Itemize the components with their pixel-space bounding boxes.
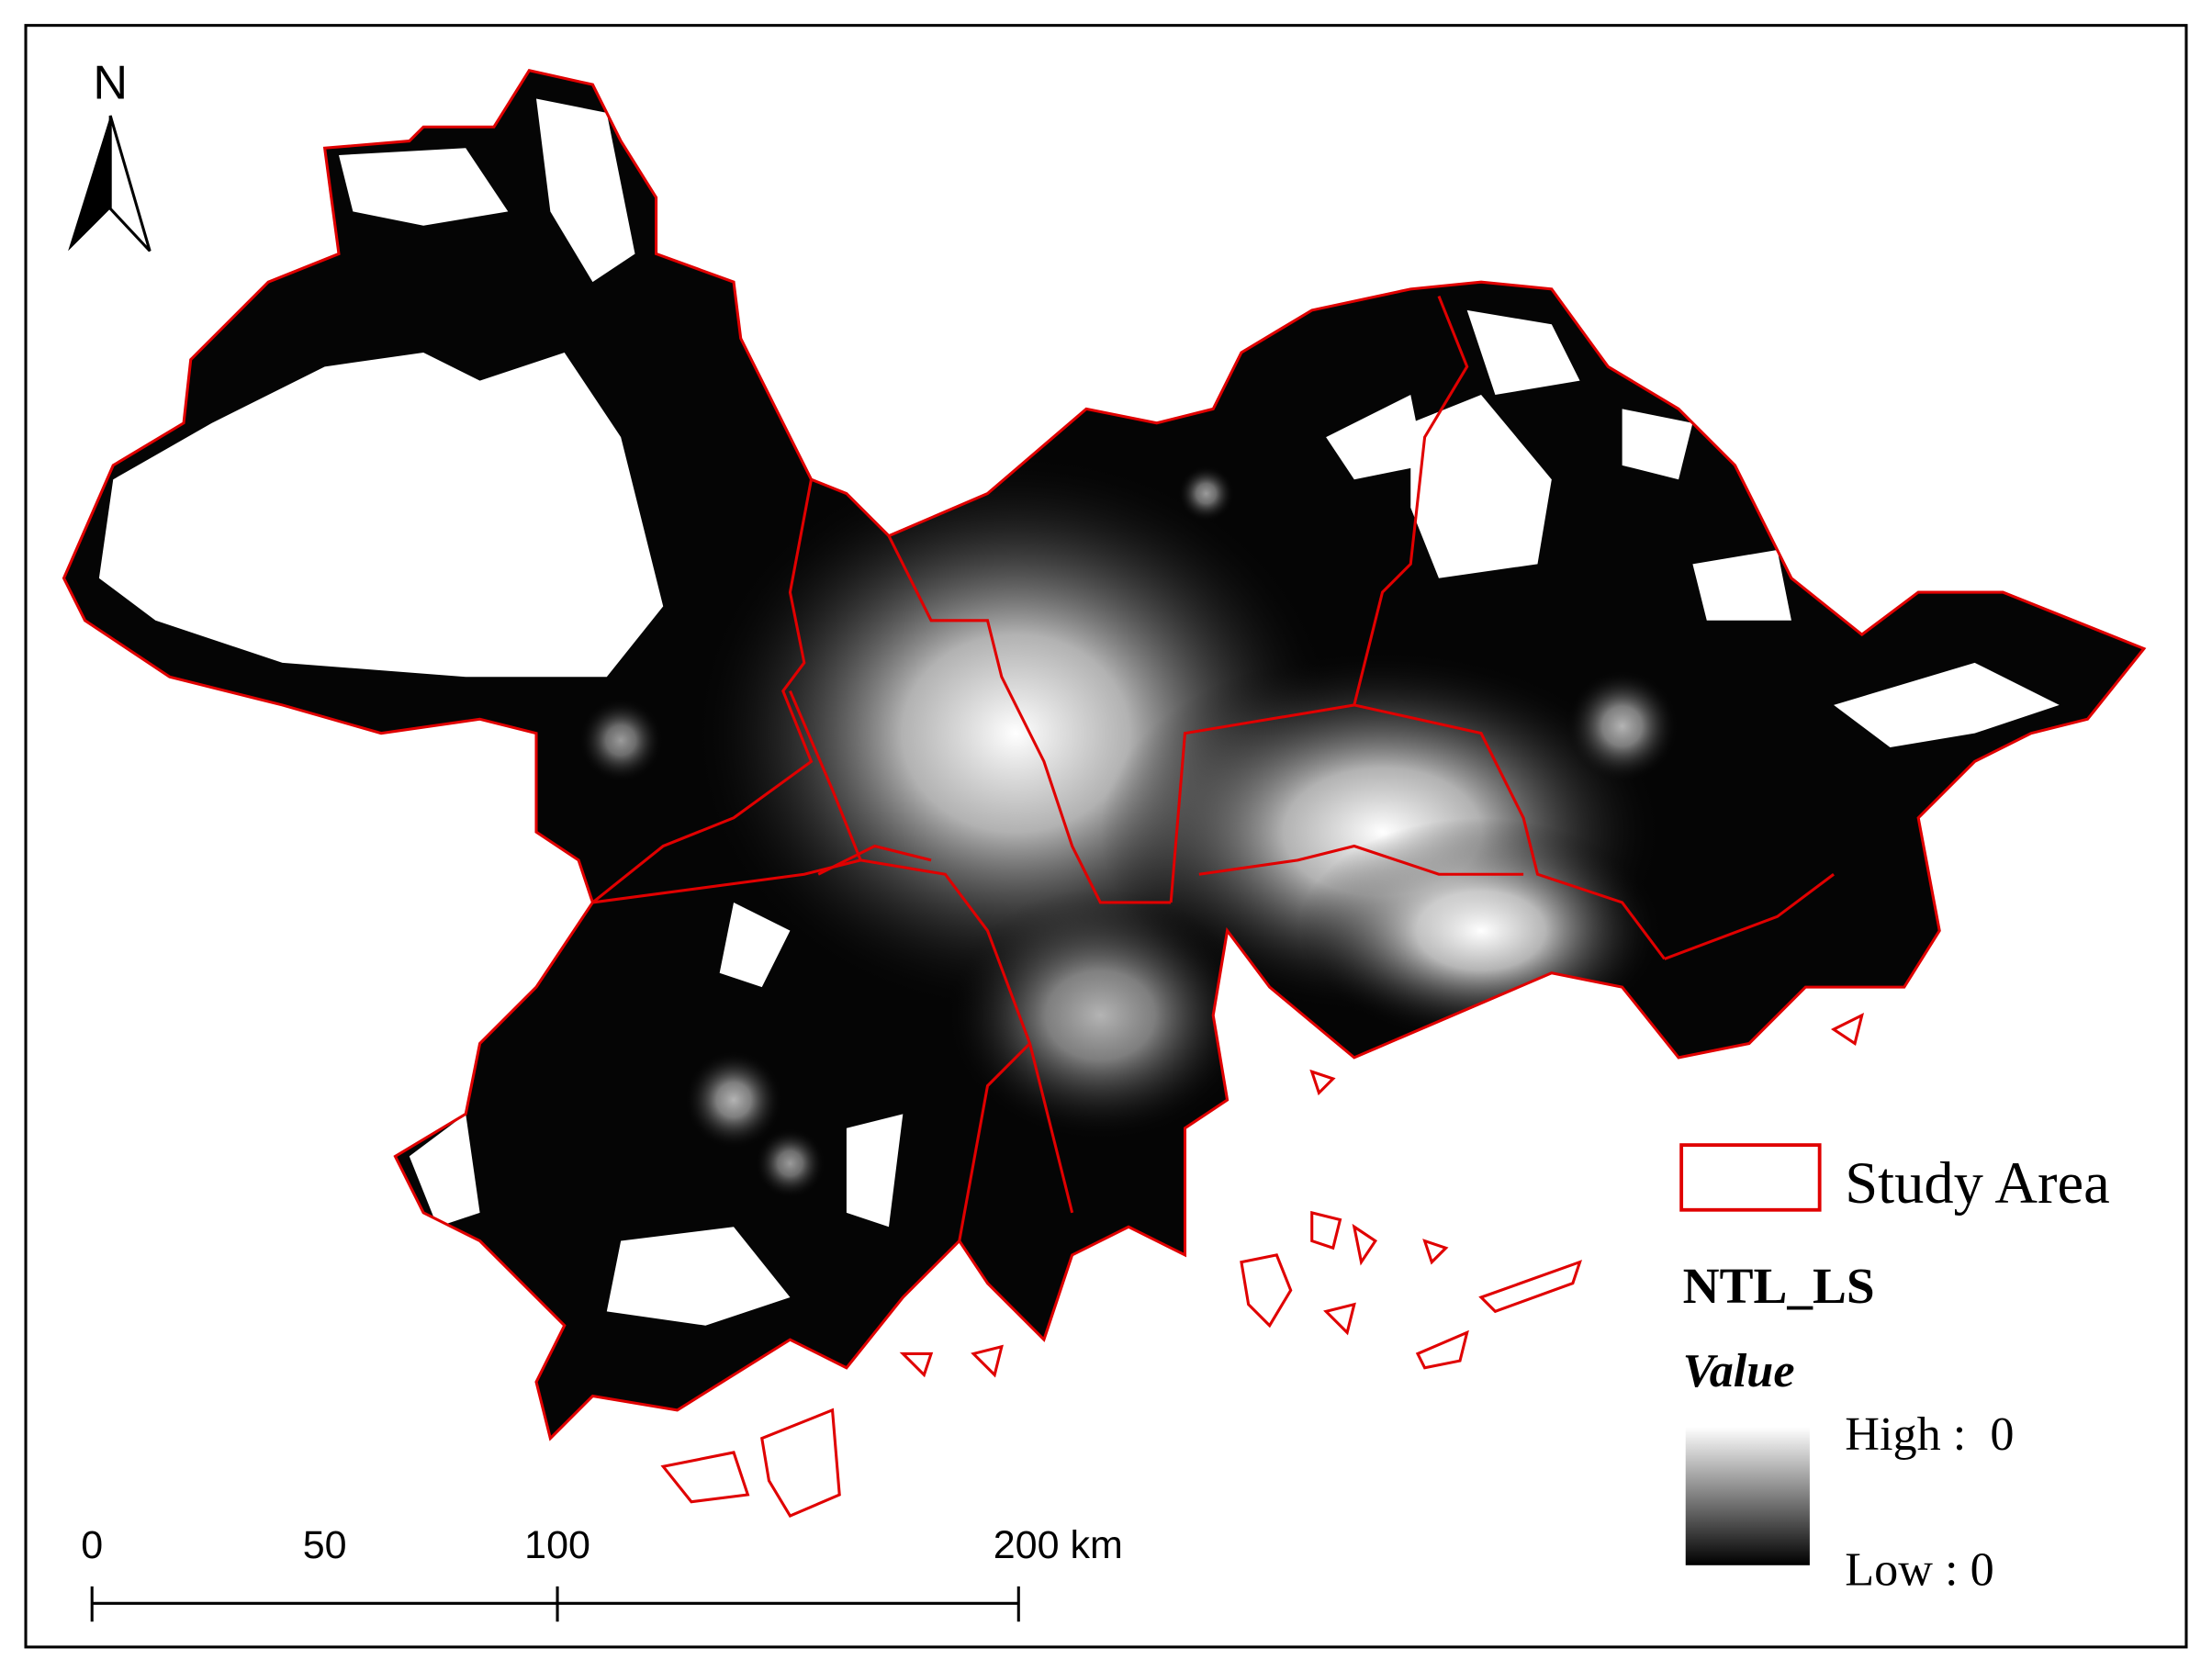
scale-bar: 0 50 100 200 km	[81, 1523, 1123, 1622]
north-arrow: N	[68, 57, 152, 252]
islands	[660, 1012, 1865, 1518]
scale-label: 100	[524, 1523, 590, 1567]
legend-low: Low : 0	[1845, 1542, 1993, 1596]
legend-label: Study Area	[1845, 1150, 2109, 1216]
legend-title: NTL_LS	[1683, 1258, 1875, 1314]
legend-high: High : 0	[1845, 1407, 2014, 1461]
scale-label: 200 km	[994, 1523, 1123, 1567]
scale-label: 50	[303, 1523, 347, 1567]
legend-ramp	[1685, 1427, 1810, 1565]
scale-label: 0	[81, 1523, 103, 1567]
north-label: N	[93, 57, 128, 110]
legend-swatch	[1679, 1143, 1822, 1212]
study-area-boundaries	[62, 69, 2146, 1441]
legend-field: Value	[1683, 1344, 1795, 1397]
legend: Study Area NTL_LS Value High : 0 Low : 0	[1679, 1143, 2110, 1596]
